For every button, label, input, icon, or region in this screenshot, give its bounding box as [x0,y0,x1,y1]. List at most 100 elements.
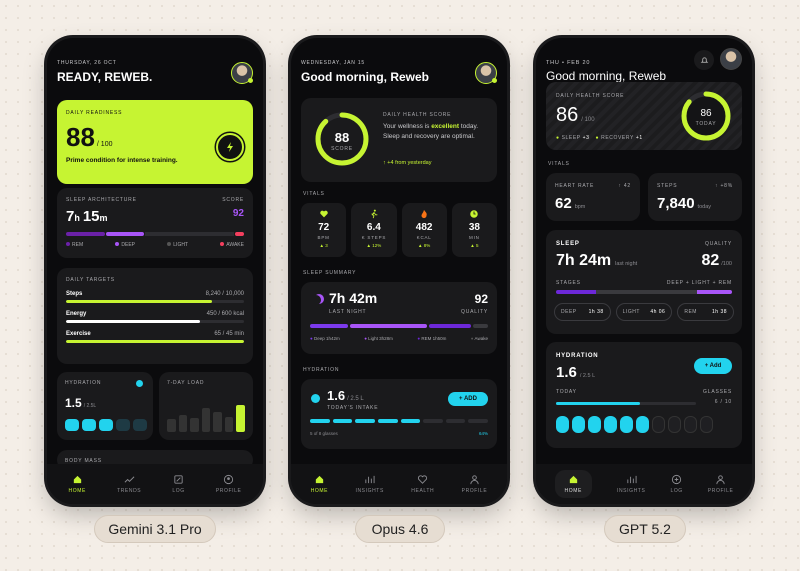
vital-card[interactable]: 72 BPM ▲ 3 [301,203,347,257]
nav-home[interactable]: HOME [69,474,86,494]
water-cup[interactable] [82,419,96,431]
add-water-button[interactable]: + Add [694,358,732,374]
bottom-nav: HOME INSIGHTS HEALTH PROFILE [291,464,507,504]
sleep-stage-chip[interactable]: REM 1h 38 [677,303,735,321]
glass-segment[interactable] [377,419,398,423]
water-cup[interactable] [556,416,569,433]
legend-rem: REM [66,242,83,248]
bell-icon[interactable] [694,50,714,70]
avatar[interactable] [720,48,742,70]
glass-segment[interactable] [310,419,330,423]
water-cup[interactable] [133,419,147,431]
water-cup[interactable] [99,419,113,431]
glasses-count: 5 of 8 glasses [310,431,338,436]
vital-delta: ▲ 3 [319,243,328,248]
water-cup[interactable] [65,419,79,431]
water-cup[interactable] [116,419,130,431]
chip-name: DEEP [561,309,577,315]
hydration-card[interactable]: HYDRATION 1.6/ 2.5 L + Add TODAY GLASSES… [546,342,742,448]
water-cup[interactable] [684,416,697,433]
walk-icon [371,209,378,219]
water-cup[interactable] [668,416,681,433]
water-cup[interactable] [620,416,633,433]
trends-icon [124,476,135,483]
nav-insights[interactable]: INSIGHTS [617,474,645,494]
nav-trends[interactable]: TRENDS [117,474,141,494]
load-label: 7-DAY LOAD [167,380,205,386]
sleep-card[interactable]: SLEEP ARCHITECTURE SCORE 92 7h 15m REM DE… [57,188,253,258]
sleep-hours: 7 [66,208,75,225]
insights-icon [627,475,637,484]
health-score-card[interactable]: 88 SCORE DAILY HEALTH SCORE Your wellnes… [301,98,497,182]
sleep-summary-card[interactable]: 7h 42m LAST NIGHT 92 QUALITY ● Deep 1h42… [301,282,497,354]
health-score: 86 [556,104,579,126]
water-cup[interactable] [604,416,617,433]
nav-profile[interactable]: PROFILE [462,474,488,494]
target-progress [66,320,244,323]
vital-unit: MIN [469,235,480,240]
health-label: DAILY HEALTH SCORE [556,93,625,99]
phone-gpt: THU • FEB 20 Good morning, Reweb DAILY H… [536,38,752,504]
date-label: THURSDAY, 26 OCT [57,60,117,66]
heart-rate-card[interactable]: HEART RATE ↑ 42 62 bpm [546,173,640,221]
nav-health[interactable]: HEALTH [411,474,434,494]
nav-log[interactable]: LOG [172,474,184,494]
nav-home[interactable]: HOME [311,474,328,494]
targets-list: Steps 8,240 / 10,000 Energy 450 / 600 kcal E… [66,291,244,343]
load-card[interactable]: 7-DAY LOAD [159,372,253,440]
greeting: READY, REWEB. [57,70,153,84]
glass-segment[interactable] [423,419,443,423]
nav-profile[interactable]: PROFILE [216,474,242,494]
legend-rem: ● REM 1h50m [417,336,447,341]
date-label: WEDNESDAY, JAN 15 [301,60,365,66]
water-cup[interactable] [572,416,585,433]
water-cup[interactable] [700,416,713,433]
heart-rate-value: 62 [555,195,572,212]
ring-label: TODAY [695,121,717,127]
health-score-card[interactable]: DAILY HEALTH SCORE 86/ 100 ● SLEEP +3 ● … [546,82,742,150]
date-label: THU • FEB 20 [546,60,591,66]
hydration-pct: 64% [478,431,488,436]
readiness-out-of: / 100 [96,141,113,148]
load-chart [167,404,246,432]
vital-card[interactable]: 6.4 K STEPS ▲ 12% [351,203,397,257]
avatar[interactable] [475,62,497,84]
water-cup[interactable] [636,416,649,433]
vitals-label: VITALS [548,161,570,167]
glass-segment[interactable] [445,419,466,423]
avatar[interactable] [231,62,253,84]
glass-segment[interactable] [400,419,421,423]
vital-card[interactable]: 38 MIN ▲ 5 [451,203,497,257]
nav-log[interactable]: LOG [670,474,682,494]
water-cup[interactable] [652,416,665,433]
nav-home[interactable]: HOME [554,470,592,498]
steps-card[interactable]: STEPS ↑ +8% 7,840 today [648,173,742,221]
bolt-icon[interactable] [216,133,244,161]
hydration-label: HYDRATION [556,353,599,359]
daily-targets-card[interactable]: DAILY TARGETS Steps 8,240 / 10,000 Energy 4… [57,268,253,364]
water-cup[interactable] [588,416,601,433]
readiness-card[interactable]: DAILY READINESS 88/ 100 Prime condition … [57,100,253,184]
phone-opus: WEDNESDAY, JAN 15 Good morning, Reweb 88… [291,38,507,504]
nav-profile[interactable]: PROFILE [708,474,734,494]
glasses-label: GLASSES [703,389,732,395]
glass-segment[interactable] [332,419,353,423]
glass-segment[interactable] [468,419,488,423]
sleep-stage-chip[interactable]: LIGHT 4h 06 [615,303,673,321]
sleep-card[interactable]: SLEEP QUALITY 7h 24m last night 82/100 ST… [546,230,742,334]
profile-icon [224,474,234,485]
nav-insights[interactable]: INSIGHTS [355,474,383,494]
health-out-of: / 100 [581,117,595,123]
hydration-card[interactable]: 1.6/ 2.5 L TODAY'S INTAKE + ADD 5 of 8 g… [301,379,497,449]
ring-value: 86 [700,108,712,119]
sleep-stage-chip[interactable]: DEEP 1h 38 [554,303,611,321]
vital-card[interactable]: 482 KCAL ▲ 8% [401,203,447,257]
bottom-nav: HOME TRENDS LOG PROFILE [47,464,263,504]
hydration-card[interactable]: HYDRATION 1.5/ 2.5L [57,372,153,440]
add-water-button[interactable]: + ADD [448,392,488,406]
health-label: DAILY HEALTH SCORE [383,112,452,118]
hydration-unit: / 2.5 L [347,396,364,402]
glass-segment[interactable] [355,419,375,423]
home-icon [73,475,81,484]
flame-icon [421,209,427,219]
